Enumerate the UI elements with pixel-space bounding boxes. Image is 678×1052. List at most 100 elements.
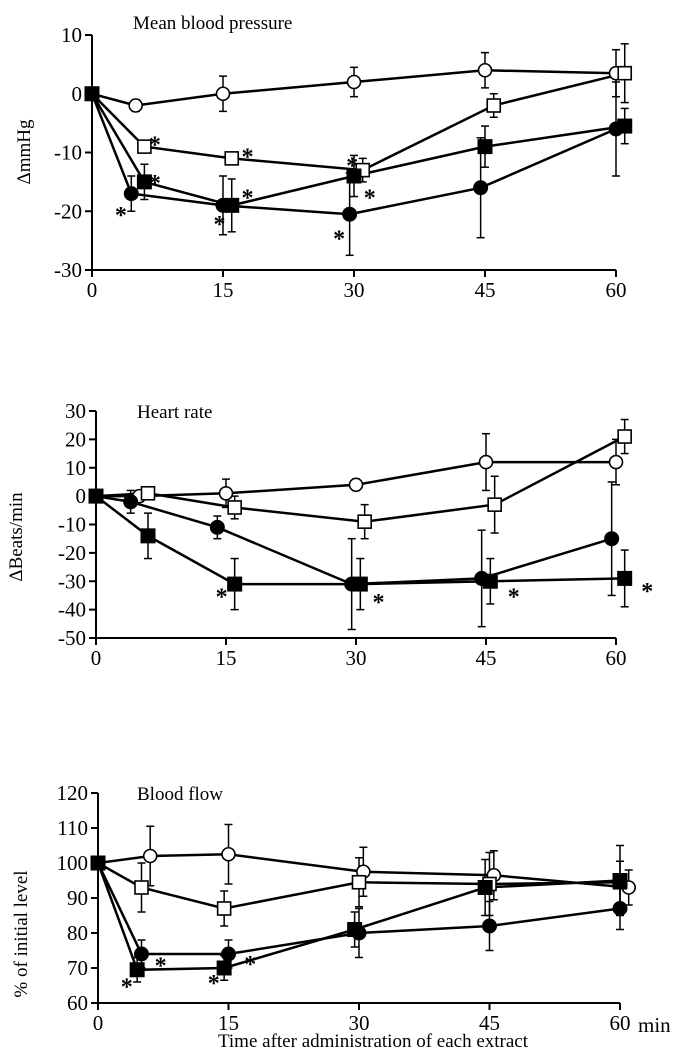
panel-2-tick-labels: -50 -40 -30 -20 -10 0 10 20 30 0 15 30 45 60 xyxy=(58,399,627,670)
marker-open-square xyxy=(617,65,633,81)
marker-filled-square xyxy=(88,488,104,504)
x-tick-label: 30 xyxy=(346,646,367,670)
marker-open-circle xyxy=(346,74,362,90)
significance-asterisk: * xyxy=(121,975,133,1001)
series-line-open-circle xyxy=(97,853,629,889)
marker-open-square xyxy=(617,429,632,444)
significance-asterisk: * xyxy=(641,579,653,605)
panel-3-title: Blood flow xyxy=(137,784,223,805)
marker-open-circle xyxy=(477,62,493,78)
y-tick-label: 70 xyxy=(67,956,88,980)
significance-asterisk: * xyxy=(149,171,161,197)
panel-1-title: Mean blood pressure xyxy=(133,13,292,34)
x-tick-label: 45 xyxy=(479,1011,500,1035)
panel-2-title: Heart rate xyxy=(137,402,212,423)
significance-asterisk: * xyxy=(373,590,385,616)
marker-open-square xyxy=(216,901,232,916)
marker-open-circle xyxy=(215,86,231,102)
marker-filled-square xyxy=(227,576,243,592)
series-line-filled-square xyxy=(96,862,621,972)
marker-filled-circle xyxy=(123,186,139,202)
x-tick-label: 30 xyxy=(349,1011,370,1035)
x-tick-label: 60 xyxy=(606,278,627,302)
marker-filled-circle xyxy=(604,531,620,547)
marker-open-circle xyxy=(221,846,236,862)
marker-open-square xyxy=(486,98,502,113)
marker-open-square xyxy=(487,497,502,512)
panel-3-tick-labels: 60 70 80 90 100 110 120 0 15 30 45 60 xyxy=(57,781,631,1035)
significance-asterisk: * xyxy=(244,952,256,978)
y-tick-label: -20 xyxy=(58,541,86,565)
marker-open-circle xyxy=(142,848,158,864)
significance-asterisk: * xyxy=(149,133,161,159)
series-line-filled-circle xyxy=(96,862,621,956)
marker-filled-square xyxy=(352,576,368,592)
x-tick-label: 15 xyxy=(218,1011,239,1035)
marker-open-square xyxy=(351,874,367,890)
y-tick-label: -20 xyxy=(54,199,82,223)
marker-open-square xyxy=(224,151,240,166)
y-tick-label: -40 xyxy=(58,598,86,622)
panel-3-significance: * * * * xyxy=(121,952,257,1001)
marker-filled-circle xyxy=(209,519,225,535)
significance-asterisk: * xyxy=(155,954,167,980)
significance-asterisk: * xyxy=(115,203,127,229)
x-tick-label: 15 xyxy=(216,646,237,670)
panel-1-tick-labels: -30 -20 -10 0 10 0 15 30 45 60 xyxy=(54,23,627,302)
x-tick-label: 60 xyxy=(606,646,627,670)
marker-filled-square xyxy=(216,960,232,976)
x-tick-label: 0 xyxy=(91,646,102,670)
x-tick-label: 30 xyxy=(344,278,365,302)
marker-filled-square xyxy=(482,573,498,589)
marker-open-circle xyxy=(218,485,234,501)
y-tick-label: 110 xyxy=(57,816,88,840)
x-axis-unit: min xyxy=(638,1013,671,1037)
marker-open-square xyxy=(137,139,152,154)
y-tick-label: 0 xyxy=(72,82,83,106)
panel-heart-rate: Heart rate ΔBeats/min -50 -40 -30 -20 -10 0 10… xyxy=(6,399,653,670)
panel-3-axes xyxy=(91,792,621,1010)
y-tick-label: -50 xyxy=(58,626,86,650)
marker-open-circle xyxy=(608,454,624,470)
significance-asterisk: * xyxy=(214,212,226,238)
marker-open-square xyxy=(140,485,156,501)
significance-asterisk: * xyxy=(208,971,220,997)
panel-1-significance: * * *** ** ** xyxy=(115,133,376,253)
marker-open-square xyxy=(134,880,149,895)
marker-filled-circle xyxy=(473,180,489,196)
y-tick-label: 10 xyxy=(61,23,82,47)
panel-3-ylabel: % of initial level xyxy=(11,870,32,997)
x-tick-label: 0 xyxy=(93,1011,104,1035)
panel-2-ylabel: ΔBeats/min xyxy=(6,492,27,582)
marker-open-square xyxy=(227,500,242,515)
y-tick-label: -10 xyxy=(54,141,82,165)
figure-xlabel: Time after administration of each extrac… xyxy=(218,1031,529,1052)
x-tick-label: 0 xyxy=(87,278,98,302)
marker-filled-circle xyxy=(342,206,358,222)
marker-filled-circle xyxy=(221,946,236,962)
marker-filled-square xyxy=(617,570,633,586)
significance-asterisk: * xyxy=(346,153,358,179)
marker-filled-square xyxy=(90,855,106,871)
significance-asterisk: * xyxy=(508,584,520,610)
x-tick-label: 60 xyxy=(610,1011,631,1035)
marker-filled-circle xyxy=(612,901,628,916)
y-tick-label: -10 xyxy=(58,513,86,537)
panel-3-series xyxy=(90,823,637,983)
marker-filled-circle xyxy=(608,121,624,137)
marker-filled-square xyxy=(129,962,145,978)
significance-asterisk: * xyxy=(241,144,253,170)
marker-filled-square xyxy=(477,880,493,895)
marker-filled-circle xyxy=(215,197,231,213)
y-tick-label: 0 xyxy=(76,484,87,508)
panel-mean-blood-pressure: Mean blood pressure ΔmmHg -30 -20 -10 0 10 0 1… xyxy=(14,13,633,302)
series-line-filled-square xyxy=(95,495,625,586)
marker-open-circle xyxy=(348,477,364,493)
y-tick-label: 60 xyxy=(67,991,88,1015)
panel-1-series xyxy=(84,43,633,257)
marker-filled-square xyxy=(140,528,156,544)
x-tick-label: 15 xyxy=(213,278,234,302)
series-line-filled-circle xyxy=(95,494,613,586)
series-line-open-circle xyxy=(91,69,617,107)
y-tick-label: 100 xyxy=(57,851,89,875)
